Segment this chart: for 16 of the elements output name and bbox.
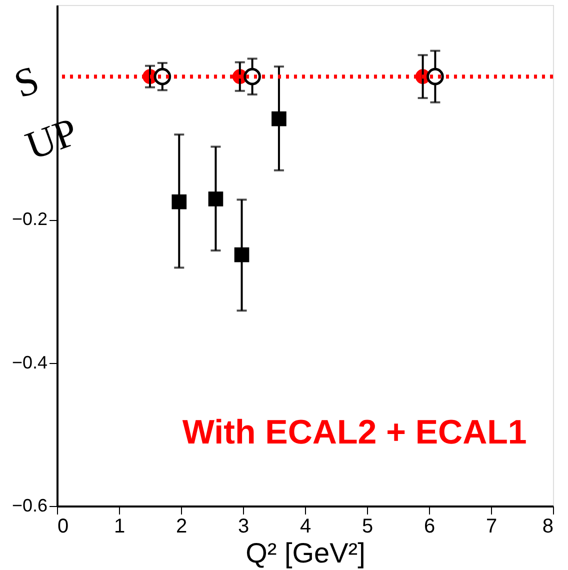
annotation: UP xyxy=(20,108,84,168)
x-tick-label: 3 xyxy=(238,516,250,538)
x-tick-label: 1 xyxy=(114,516,126,538)
x-tick-label: 7 xyxy=(486,516,498,538)
x-tick-label: 4 xyxy=(300,516,312,538)
x-tick-label: 5 xyxy=(362,516,374,538)
x-tick-label: 8 xyxy=(542,516,554,538)
y-tick-label: −0.4 xyxy=(12,352,48,372)
text: S xyxy=(8,56,45,107)
x-tick-label: 0 xyxy=(58,516,69,538)
annotation: With ECAL2 + ECAL1 xyxy=(182,413,527,452)
x-tick-label: 6 xyxy=(424,516,436,538)
y-tick-label: −0.6 xyxy=(12,496,48,516)
y-tick-label: −0.2 xyxy=(12,209,48,230)
x-axis-title: Q² [GeV²] xyxy=(246,538,366,568)
x-tick-label: 2 xyxy=(176,516,188,538)
